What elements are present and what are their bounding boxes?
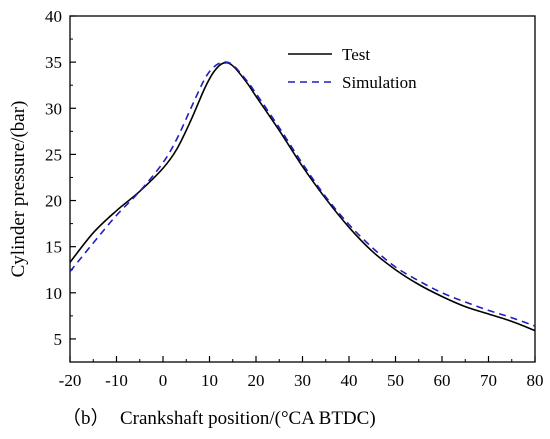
panel-label: （b） — [62, 407, 110, 429]
x-tick-label: 60 — [434, 371, 451, 390]
plot-border — [69, 15, 536, 363]
x-tick-label: 20 — [248, 371, 265, 390]
x-tick-label: 80 — [527, 371, 544, 390]
x-tick-label: 50 — [387, 371, 404, 390]
legend-label-simulation: Simulation — [342, 73, 417, 92]
legend-label-test: Test — [342, 45, 370, 64]
y-axis-title: Cylinder pressure/(bar) — [8, 101, 29, 278]
plot-frame — [69, 15, 536, 363]
series-line-simulation — [69, 61, 536, 327]
x-tick-label: -20 — [59, 371, 82, 390]
x-axis-title: Crankshaft position/(°CA BTDC) — [120, 408, 376, 429]
x-tick-label: 40 — [341, 371, 358, 390]
y-tick-label: 40 — [45, 7, 62, 26]
y-tick-label: 10 — [45, 284, 62, 303]
series-layer — [69, 61, 536, 332]
x-tick-label: 0 — [159, 371, 168, 390]
y-axis-ticks: 5 10 15 20 25 30 35 40 — [45, 7, 76, 349]
y-tick-label: 15 — [45, 238, 62, 257]
y-tick-label: 30 — [45, 99, 62, 118]
y-tick-label: 5 — [54, 330, 63, 349]
legend: Test Simulation — [288, 45, 417, 92]
x-tick-label: 30 — [294, 371, 311, 390]
x-tick-label: -10 — [105, 371, 128, 390]
x-tick-label: 70 — [480, 371, 497, 390]
y-tick-label: 35 — [45, 53, 62, 72]
x-axis-ticks: -20 -10 0 10 20 30 40 50 60 70 80 — [59, 356, 544, 390]
y-tick-label: 20 — [45, 192, 62, 211]
series-line-test — [69, 61, 536, 332]
x-tick-label: 10 — [201, 371, 218, 390]
y-tick-label: 25 — [45, 145, 62, 164]
